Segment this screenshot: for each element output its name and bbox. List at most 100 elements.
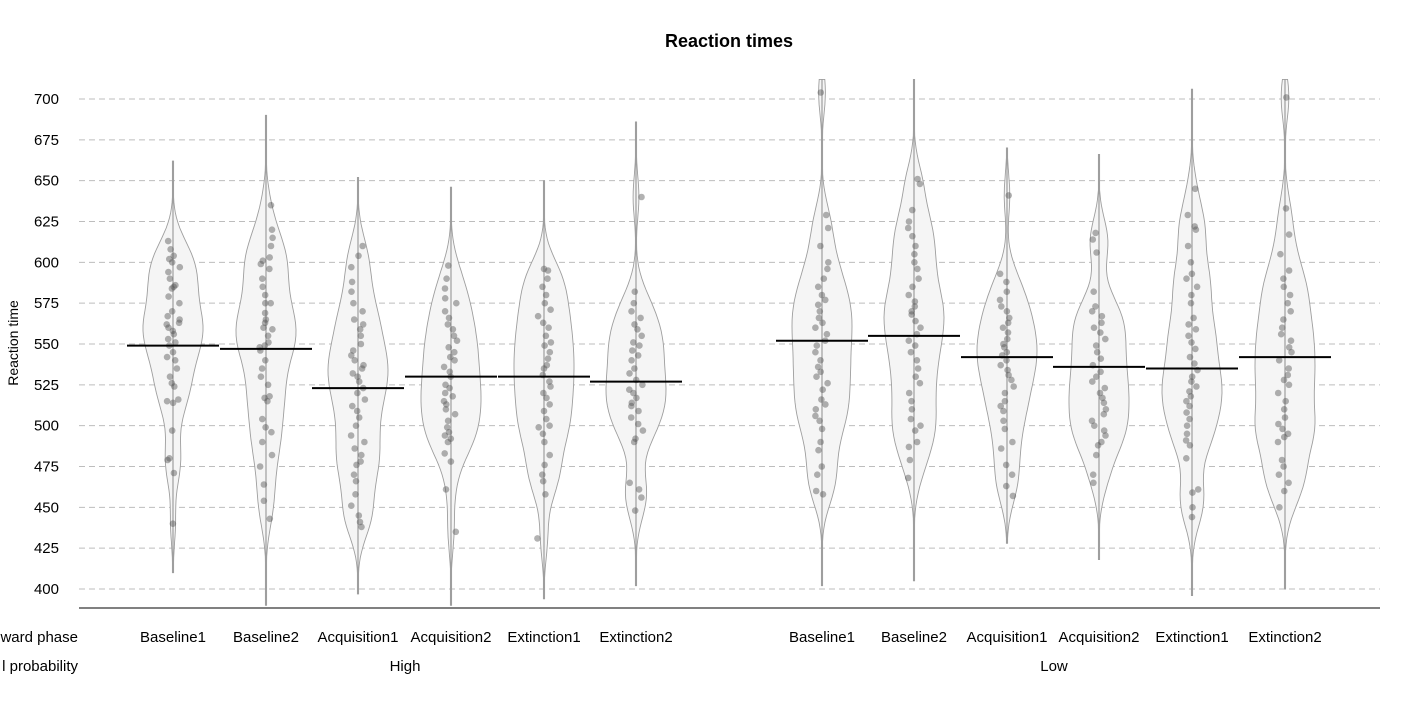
x-category-label: Acquisition1 <box>967 629 1048 646</box>
data-point <box>912 373 919 381</box>
data-point <box>814 471 821 479</box>
data-point <box>540 389 547 397</box>
data-point <box>444 321 452 328</box>
data-point <box>351 445 359 452</box>
data-point <box>164 456 171 464</box>
x-category-label: Acquisition1 <box>318 629 399 646</box>
data-point <box>1004 319 1012 327</box>
data-point <box>1004 335 1011 343</box>
data-point <box>1279 425 1286 433</box>
data-point <box>348 502 355 510</box>
data-point <box>1189 489 1196 496</box>
data-point <box>262 424 269 431</box>
data-point <box>631 365 638 372</box>
data-point <box>1092 229 1099 237</box>
data-point <box>1098 312 1106 320</box>
data-point <box>1285 344 1293 351</box>
data-point <box>817 368 824 376</box>
data-point <box>1184 242 1192 250</box>
data-point <box>914 365 922 372</box>
data-point <box>905 218 913 225</box>
data-point <box>818 425 826 433</box>
data-point <box>816 417 823 425</box>
data-point <box>544 267 552 274</box>
data-point <box>1100 410 1108 418</box>
data-point <box>817 89 825 96</box>
data-point <box>260 324 267 332</box>
data-point <box>626 479 633 487</box>
data-point <box>626 386 633 394</box>
data-point <box>637 314 644 322</box>
row-label-probability: l probability <box>2 658 78 675</box>
data-point <box>1094 442 1102 449</box>
data-point <box>1001 397 1009 405</box>
data-point <box>172 281 179 289</box>
data-point <box>1102 432 1109 439</box>
group-label-low: Low <box>1040 658 1068 675</box>
data-point <box>359 308 366 315</box>
data-point <box>359 242 366 250</box>
data-point <box>445 344 453 351</box>
data-point <box>1001 389 1009 397</box>
data-point <box>1190 314 1197 322</box>
data-point <box>449 326 457 333</box>
data-point <box>445 262 452 269</box>
data-point <box>1088 417 1096 425</box>
data-point <box>540 265 548 273</box>
data-point <box>1281 414 1289 421</box>
data-point <box>1088 308 1096 315</box>
y-tick-label: 525 <box>34 377 59 394</box>
data-point <box>534 535 541 542</box>
data-point <box>355 512 363 519</box>
y-tick-label: 450 <box>34 499 59 516</box>
data-point <box>451 410 459 418</box>
data-point <box>1193 383 1200 390</box>
data-point <box>914 265 921 273</box>
data-point <box>1091 422 1098 430</box>
data-point <box>904 224 912 232</box>
data-point <box>354 373 361 381</box>
data-point <box>819 386 826 394</box>
data-point <box>1183 422 1191 430</box>
data-point <box>547 339 555 346</box>
data-point <box>906 456 914 464</box>
data-point <box>1288 348 1295 356</box>
data-point <box>1185 321 1192 328</box>
data-point <box>542 491 549 498</box>
data-point <box>357 458 364 465</box>
data-point <box>1186 353 1194 361</box>
data-point <box>543 394 550 402</box>
data-point <box>163 321 170 328</box>
data-point <box>361 438 368 446</box>
data-point <box>539 477 547 485</box>
data-point <box>1188 378 1195 385</box>
data-point <box>166 255 173 263</box>
data-point <box>440 363 448 371</box>
data-point <box>824 224 832 232</box>
y-axis-label: Reaction time <box>5 300 21 386</box>
data-point <box>539 319 547 327</box>
data-point <box>261 342 269 349</box>
y-tick-label: 550 <box>34 336 59 353</box>
data-point <box>444 438 452 446</box>
data-point <box>259 257 267 265</box>
x-category-label: Baseline1 <box>789 629 855 646</box>
data-point <box>349 402 356 410</box>
data-point <box>540 407 548 415</box>
data-point <box>1192 345 1199 353</box>
data-point <box>912 242 919 250</box>
data-point <box>1191 185 1199 193</box>
data-point <box>266 393 273 400</box>
data-point <box>1191 223 1198 230</box>
data-point <box>1186 442 1194 449</box>
data-point <box>257 260 265 268</box>
data-point <box>260 497 268 505</box>
data-point <box>441 285 449 292</box>
data-point <box>905 291 912 299</box>
data-point <box>546 401 553 408</box>
data-point <box>350 316 358 323</box>
data-point <box>1277 330 1285 338</box>
data-point <box>1276 504 1283 511</box>
x-category-label: Extinction2 <box>1248 629 1321 646</box>
data-point <box>1186 415 1193 423</box>
